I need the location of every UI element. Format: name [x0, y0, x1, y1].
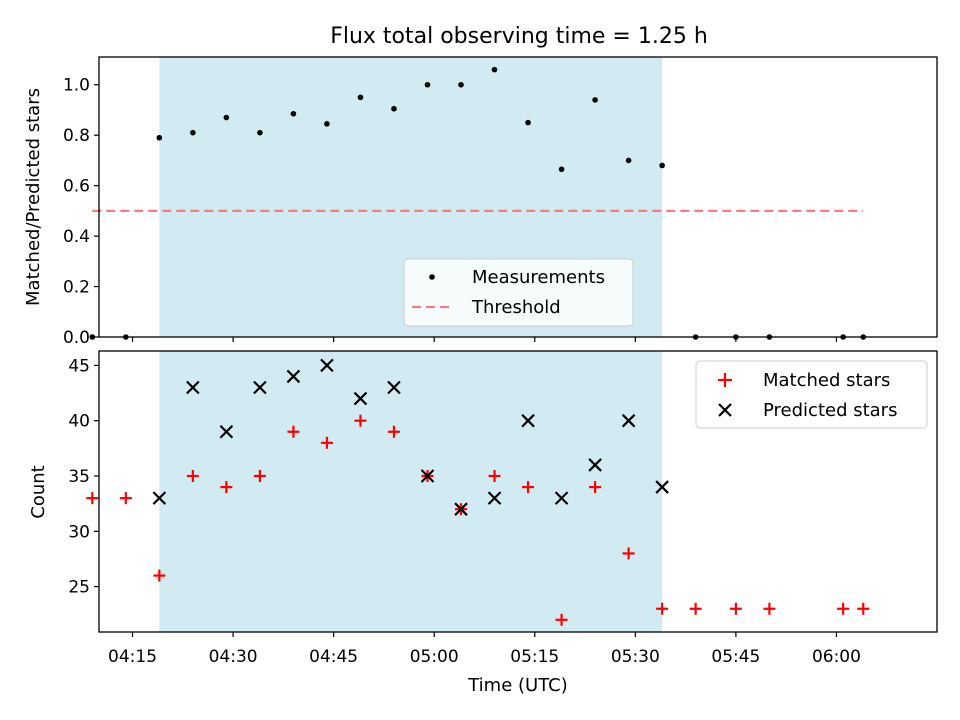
measurement-point [659, 162, 665, 169]
bottom-ytick-label: 25 [68, 578, 90, 598]
bottom-ytick-label: 35 [68, 467, 90, 487]
predicted-star-point [286, 369, 301, 384]
bottom-xtick-label: 04:15 [108, 647, 157, 667]
bottom-xtick-label: 06:00 [812, 647, 861, 667]
top-x-ticks [131, 337, 838, 342]
top-axes-frame [98, 56, 938, 338]
bottom-y-axis: 25 30 35 40 45 [68, 356, 99, 598]
matched-star-point [119, 492, 132, 505]
bottom-ylabel: Count [28, 465, 49, 518]
predicted-star-point [219, 424, 234, 439]
top-panel: 0.0 0.2 0.4 0.6 0.8 1.0 Matched/Predicted sta… [23, 56, 938, 348]
bottom-shaded-region [159, 351, 663, 632]
bottom-xlabel: Time (UTC) [467, 675, 568, 696]
matched-star-point [555, 613, 568, 626]
measurement-point [257, 129, 263, 136]
matched-star-point [522, 481, 535, 494]
predicted-star-point [353, 391, 368, 406]
measurement-point [324, 121, 330, 127]
predicted-star-point [186, 380, 200, 395]
top-ytick-label: 1.0 [63, 76, 90, 96]
measurement-point [625, 157, 632, 164]
matched-star-point [763, 602, 776, 615]
legend-matched-marker [718, 373, 732, 387]
matched-star-point [320, 436, 333, 449]
top-ytick-label: 0.6 [63, 177, 90, 197]
matched-star-point [589, 481, 602, 494]
bottom-xtick-label: 05:00 [410, 647, 459, 667]
matched-star-point [354, 414, 367, 427]
top-ytick-label: 0.8 [63, 126, 90, 146]
predicted-star-point [152, 491, 167, 505]
bottom-ytick-label: 40 [68, 412, 90, 432]
bottom-axes-frame [98, 350, 938, 633]
matched-star-point [86, 492, 99, 505]
bottom-xtick-label: 05:45 [711, 647, 760, 667]
predicted-star-point [320, 358, 334, 373]
bottom-xtick-label: 05:30 [611, 647, 660, 667]
measurement-point [290, 110, 297, 117]
matched-star-point [287, 425, 300, 438]
predicted-star-point [420, 469, 435, 483]
matched-star-point [622, 547, 635, 560]
predicted-star-point [521, 413, 535, 428]
matched-star-point [656, 602, 669, 615]
legend-threshold-label: Threshold [471, 297, 561, 318]
matched-star-point [387, 425, 400, 438]
bottom-legend-box [695, 360, 928, 429]
measurement-point [525, 119, 531, 126]
matched-star-point [689, 602, 702, 615]
measurement-point [592, 97, 598, 103]
measurement-point [391, 105, 397, 112]
measurement-point [156, 134, 163, 141]
bottom-xtick-label: 04:45 [309, 647, 358, 667]
predicted-star-point [487, 491, 502, 505]
bottom-xtick-label: 05:15 [510, 647, 559, 667]
predicted-star-point [655, 480, 669, 494]
predicted-star-point [454, 502, 468, 516]
legend-measurements-label: Measurements [472, 267, 605, 288]
predicted-star-point [621, 413, 636, 428]
top-legend-box [403, 258, 634, 327]
measurement-point [558, 166, 565, 173]
legend-measurements-marker [429, 274, 435, 280]
predicted-star-point [588, 458, 602, 472]
matched-star-point [220, 481, 233, 494]
matched-star-point [153, 569, 166, 582]
legend-matched-label: Matched stars [763, 370, 890, 391]
measurement-point [223, 114, 230, 121]
measurement-point [89, 334, 96, 340]
top-ytick-label: 0.0 [63, 328, 90, 348]
measurement-point [190, 129, 196, 136]
measurement-point [424, 81, 431, 88]
measurement-point [491, 66, 498, 73]
measurement-point [357, 94, 364, 101]
bottom-legend: Matched stars Predicted stars [695, 360, 928, 429]
bottom-panel: 25 30 35 40 45 04:15 04:30 04:45 05:00 05:15 05:3… [28, 350, 938, 696]
matched-star-point [253, 470, 266, 483]
measurement-point [458, 81, 464, 88]
predicted-star-point [253, 380, 267, 395]
figure-title: Flux total observing time = 1.25 h [330, 24, 708, 49]
matched-star-point [488, 470, 501, 483]
bottom-ytick-label: 30 [68, 522, 90, 542]
top-ylabel: Matched/Predicted stars [23, 88, 44, 306]
legend-predicted-marker [718, 403, 732, 417]
matched-star-point [837, 602, 850, 615]
matched-star-point [729, 602, 742, 615]
bottom-ytick-label: 45 [68, 356, 90, 376]
top-legend: Measurements Threshold [403, 258, 634, 327]
bottom-xtick-label: 04:30 [209, 647, 258, 667]
top-ytick-label: 0.4 [63, 227, 90, 247]
legend-predicted-label: Predicted stars [763, 400, 897, 421]
top-y-axis: 0.0 0.2 0.4 0.6 0.8 1.0 [63, 76, 99, 348]
predicted-star-point [554, 491, 569, 505]
matched-star-point [857, 602, 870, 615]
top-ytick-label: 0.2 [63, 278, 90, 298]
predicted-star-point [387, 380, 401, 395]
matched-star-point [186, 470, 199, 483]
bottom-x-axis: 04:15 04:30 04:45 05:00 05:15 05:30 05:45 06:00 [108, 632, 861, 667]
